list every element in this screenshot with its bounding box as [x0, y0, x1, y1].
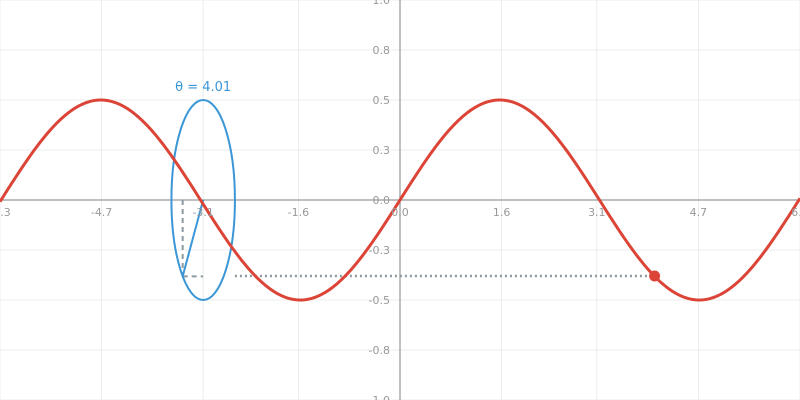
y-tick-label: 0.8	[373, 44, 391, 57]
y-tick-label: -0.5	[369, 294, 390, 307]
y-tick-label: 0.0	[373, 194, 391, 207]
x-tick-label: -4.7	[91, 206, 112, 219]
x-tick-label: 3.1	[588, 206, 606, 219]
y-tick-label: 0.3	[373, 144, 391, 157]
x-tick-label: -1.6	[288, 206, 309, 219]
sine-curve-group	[0, 98, 800, 302]
y-tick-label: 1.0	[373, 0, 391, 7]
y-tick-label: -0.8	[369, 344, 390, 357]
sine-curve-line	[0, 98, 800, 302]
x-tick-label: 4.7	[690, 206, 708, 219]
curve-marker-dot	[649, 270, 661, 282]
y-tick-label: 0.5	[373, 94, 391, 107]
unit-circle	[170, 99, 236, 301]
x-tick-label: -6.3	[0, 206, 11, 219]
y-tick-label: -0.3	[369, 244, 390, 257]
x-tick-label: 6.3	[791, 206, 800, 219]
theta-label: θ = 4.01	[175, 80, 231, 95]
unit-circle-group	[170, 99, 236, 301]
x-tick-label: -3.1	[192, 206, 213, 219]
x-tick-label: 1.6	[493, 206, 511, 219]
projection-guides	[181, 200, 655, 278]
y-tick-label: -1.0	[369, 394, 390, 400]
marker-group	[649, 270, 661, 282]
radius-line	[181, 199, 205, 277]
x-tick-label: 0.0	[391, 206, 409, 219]
